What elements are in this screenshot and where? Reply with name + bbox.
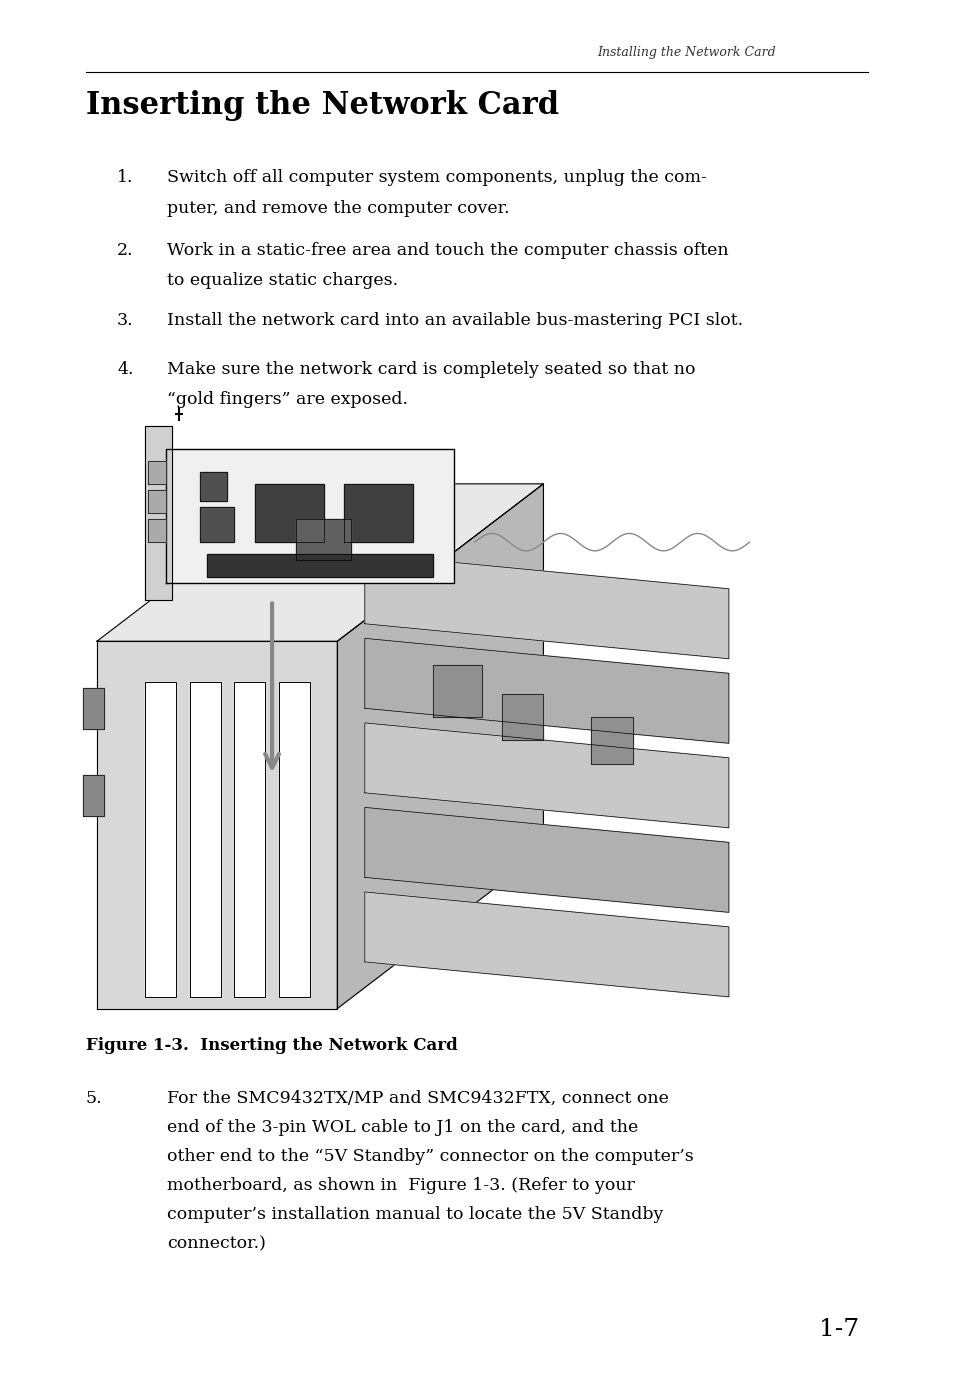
Text: computer’s installation manual to locate the 5V Standby: computer’s installation manual to locate… bbox=[167, 1206, 662, 1223]
Polygon shape bbox=[364, 892, 728, 997]
Text: Make sure the network card is completely seated so that no: Make sure the network card is completely… bbox=[167, 361, 695, 378]
Text: to equalize static charges.: to equalize static charges. bbox=[167, 272, 397, 289]
Polygon shape bbox=[344, 484, 413, 543]
Polygon shape bbox=[207, 554, 433, 577]
Polygon shape bbox=[149, 461, 166, 484]
Polygon shape bbox=[501, 694, 543, 740]
Text: end of the 3-pin WOL cable to J1 on the card, and the: end of the 3-pin WOL cable to J1 on the … bbox=[167, 1119, 638, 1135]
Text: puter, and remove the computer cover.: puter, and remove the computer cover. bbox=[167, 200, 509, 217]
Polygon shape bbox=[254, 484, 323, 543]
Polygon shape bbox=[149, 519, 166, 543]
Polygon shape bbox=[234, 682, 265, 997]
Polygon shape bbox=[97, 484, 543, 641]
Text: Installing the Network Card: Installing the Network Card bbox=[597, 46, 776, 60]
Polygon shape bbox=[145, 682, 175, 997]
Polygon shape bbox=[295, 519, 351, 559]
Polygon shape bbox=[433, 665, 481, 718]
Text: connector.): connector.) bbox=[167, 1235, 266, 1252]
Polygon shape bbox=[364, 723, 728, 827]
Text: 1-7: 1-7 bbox=[819, 1319, 859, 1341]
Text: Figure 1-3.  Inserting the Network Card: Figure 1-3. Inserting the Network Card bbox=[86, 1037, 457, 1053]
Text: For the SMC9432TX/MP and SMC9432FTX, connect one: For the SMC9432TX/MP and SMC9432FTX, con… bbox=[167, 1090, 668, 1106]
Polygon shape bbox=[145, 426, 172, 601]
Polygon shape bbox=[149, 490, 166, 514]
Text: Switch off all computer system components, unplug the com-: Switch off all computer system component… bbox=[167, 169, 706, 186]
Text: Inserting the Network Card: Inserting the Network Card bbox=[86, 90, 558, 121]
Polygon shape bbox=[83, 776, 104, 816]
Text: “gold fingers” are exposed.: “gold fingers” are exposed. bbox=[167, 391, 408, 408]
Text: other end to the “5V Standby” connector on the computer’s: other end to the “5V Standby” connector … bbox=[167, 1148, 693, 1165]
Polygon shape bbox=[83, 688, 104, 729]
Text: Work in a static-free area and touch the computer chassis often: Work in a static-free area and touch the… bbox=[167, 242, 728, 258]
Polygon shape bbox=[200, 472, 227, 501]
Polygon shape bbox=[591, 718, 632, 763]
Polygon shape bbox=[97, 641, 337, 1009]
Polygon shape bbox=[364, 638, 728, 744]
Text: 3.: 3. bbox=[117, 312, 133, 329]
Polygon shape bbox=[337, 484, 543, 1009]
Polygon shape bbox=[200, 507, 234, 543]
Polygon shape bbox=[364, 554, 728, 659]
Polygon shape bbox=[190, 682, 220, 997]
Text: 5.: 5. bbox=[86, 1090, 102, 1106]
Polygon shape bbox=[166, 448, 454, 583]
Text: motherboard, as shown in  Figure 1-3. (Refer to your: motherboard, as shown in Figure 1-3. (Re… bbox=[167, 1177, 634, 1194]
Polygon shape bbox=[278, 682, 310, 997]
Polygon shape bbox=[364, 808, 728, 912]
Text: 2.: 2. bbox=[117, 242, 133, 258]
Text: Install the network card into an available bus-mastering PCI slot.: Install the network card into an availab… bbox=[167, 312, 742, 329]
Text: 1.: 1. bbox=[117, 169, 133, 186]
Text: 4.: 4. bbox=[117, 361, 133, 378]
